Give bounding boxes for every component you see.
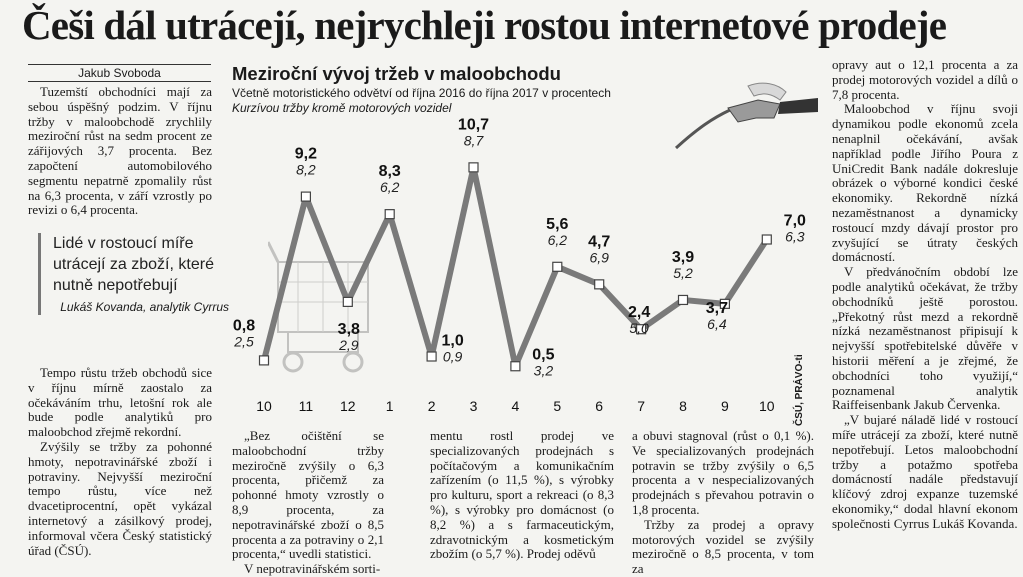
paragraph: „Bez očištění se maloobchodní tržby mezi… [232, 428, 384, 562]
paragraph: „V bujaré náladě lidé v rostoucí míře ut… [832, 412, 1018, 531]
data-label-italic: 6,2 [380, 179, 400, 195]
data-label-italic: 0,9 [443, 349, 463, 365]
chart-subtitle: Včetně motoristického odvětví od října 2… [232, 86, 611, 100]
data-point [468, 162, 479, 173]
data-label-italic: 5,0 [629, 320, 649, 336]
data-label-italic: 2,9 [338, 337, 359, 353]
data-label-italic: 2,5 [233, 333, 254, 349]
pull-quote: Lidé v rostoucí míře utrácejí za zboží, … [38, 233, 229, 315]
paragraph: a obuvi stagnoval (růst o 0,1 %). Ve spe… [632, 428, 814, 517]
paragraph: opravy aut o 12,1 procenta a za prodej m… [832, 57, 1018, 102]
source-label: ČSÚ, PRÁVO-ti [794, 354, 805, 426]
x-tick-label: 6 [595, 398, 603, 414]
data-label: 5,6 [546, 216, 568, 233]
x-tick-label: 11 [299, 398, 314, 414]
paragraph: V nepotravinářském sorti- [244, 561, 381, 577]
x-tick-label: 5 [553, 398, 561, 414]
paragraph: mentu rostl prodej ve specializovaných p… [430, 428, 614, 562]
data-point [300, 191, 311, 202]
data-label: 7,0 [784, 213, 806, 230]
line-chart: 0,82,59,28,23,82,98,36,21,00,910,78,70,5… [233, 116, 806, 414]
x-tick-label: 8 [679, 398, 687, 414]
data-point [342, 296, 353, 307]
data-label: 3,8 [338, 321, 360, 338]
x-tick-label: 9 [721, 398, 729, 414]
data-label-italic: 8,7 [464, 132, 485, 148]
data-label-italic: 6,9 [589, 249, 609, 265]
data-point [384, 209, 395, 220]
data-point [635, 324, 647, 335]
column-1b: Tempo růstu tržeb obchodů sice v říjnu m… [28, 365, 212, 558]
paragraph: V předvánočním období lze podle analytik… [832, 264, 1018, 413]
paragraph: Zvýšily se tržby za pohonné hmoty, nepot… [28, 438, 212, 558]
paragraph: Maloobchod v říjnu svoji dynamikou podle… [832, 101, 1018, 265]
column-5: opravy aut o 12,1 procenta a za prodej m… [832, 57, 1018, 532]
fuel-nozzle-icon [674, 82, 818, 150]
x-tick-label: 3 [470, 398, 478, 414]
x-tick-label: 10 [759, 398, 775, 414]
data-point [426, 351, 437, 362]
data-label: 0,5 [532, 346, 554, 363]
x-tick-label: 12 [340, 398, 356, 414]
x-tick-label: 10 [256, 398, 272, 414]
data-point [761, 234, 772, 245]
column-3: mentu rostl prodej ve specializovaných p… [430, 428, 614, 562]
data-label: 9,2 [295, 146, 317, 163]
paragraph: Tržby za prodej a opravy motorových vozi… [632, 516, 814, 577]
data-label: 0,8 [233, 317, 255, 334]
headline: Češi dál utrácejí, nejrychleji rostou in… [22, 2, 947, 48]
data-point [258, 355, 270, 366]
quote-author: Lukáš Kovanda, analytik Cyrrus [60, 300, 229, 314]
paragraph: Tempo růstu tržeb obchodů sice v říjnu m… [28, 365, 212, 440]
column-2: „Bez očištění se maloobchodní tržby mezi… [232, 428, 384, 577]
column-4: a obuvi stagnoval (růst o 0,1 %). Ve spe… [632, 428, 814, 577]
x-tick-label: 7 [637, 398, 645, 414]
data-label-italic: 6,2 [548, 232, 568, 248]
paragraph: Tuzemští obchodníci mají za sebou úspěšn… [28, 84, 212, 218]
data-point [677, 294, 689, 306]
data-point [719, 298, 731, 309]
data-point [552, 261, 563, 272]
data-label-italic: 6,3 [785, 229, 805, 245]
column-1: Tuzemští obchodníci mají za sebou úspěšn… [28, 84, 212, 218]
author-byline: Jakub Svoboda [28, 64, 211, 82]
data-label-italic: 3,2 [534, 362, 554, 378]
data-label: 4,7 [588, 233, 610, 250]
data-label: 8,3 [379, 163, 401, 180]
data-label: 1,0 [441, 333, 463, 350]
data-label: 3,7 [706, 300, 728, 317]
data-label-italic: 8,2 [296, 162, 316, 178]
data-label: 10,7 [458, 116, 489, 133]
x-tick-label: 1 [386, 398, 394, 414]
data-label: 3,9 [672, 249, 694, 266]
x-tick-label: 4 [512, 398, 520, 414]
quote-text: Lidé v rostoucí míře utrácejí za zboží, … [53, 235, 214, 294]
data-point [594, 279, 605, 290]
data-label-italic: 6,4 [707, 316, 727, 332]
x-tick-label: 2 [428, 398, 436, 414]
data-label: 2,4 [628, 304, 650, 321]
data-point [510, 361, 521, 372]
chart-title: Meziroční vývoj tržeb v maloobchodu [232, 63, 561, 84]
data-label-italic: 5,2 [673, 265, 693, 281]
chart-subtitle-italic: Kurzívou tržby kromě motorových vozidel [232, 101, 452, 115]
